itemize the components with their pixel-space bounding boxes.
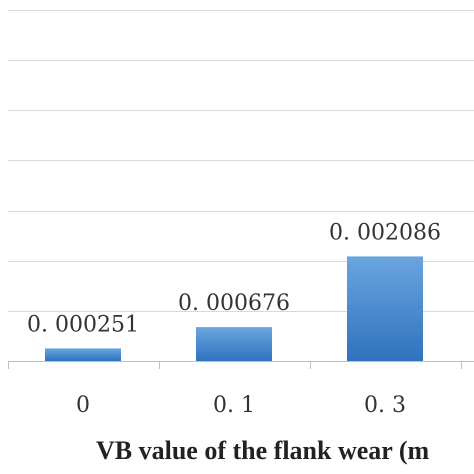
x-tick-label-0: 0 <box>76 393 90 418</box>
data-labels: 0. 000251 0. 000676 0. 002086 <box>27 220 441 337</box>
x-tick-label-1: 0. 1 <box>213 393 255 418</box>
x-axis-title: VB value of the flank wear (m <box>96 436 430 465</box>
bar-2 <box>347 256 423 361</box>
bar-1 <box>196 327 272 361</box>
data-label-1: 0. 000676 <box>178 291 290 316</box>
x-tick-label-2: 0. 3 <box>364 393 406 418</box>
bars <box>45 256 423 361</box>
x-axis <box>8 361 474 369</box>
x-tick-labels: 0 0. 1 0. 3 <box>76 393 406 418</box>
data-label-2: 0. 002086 <box>329 220 441 245</box>
data-label-0: 0. 000251 <box>27 312 139 337</box>
gridlines <box>8 10 474 312</box>
bar-0 <box>45 348 121 361</box>
